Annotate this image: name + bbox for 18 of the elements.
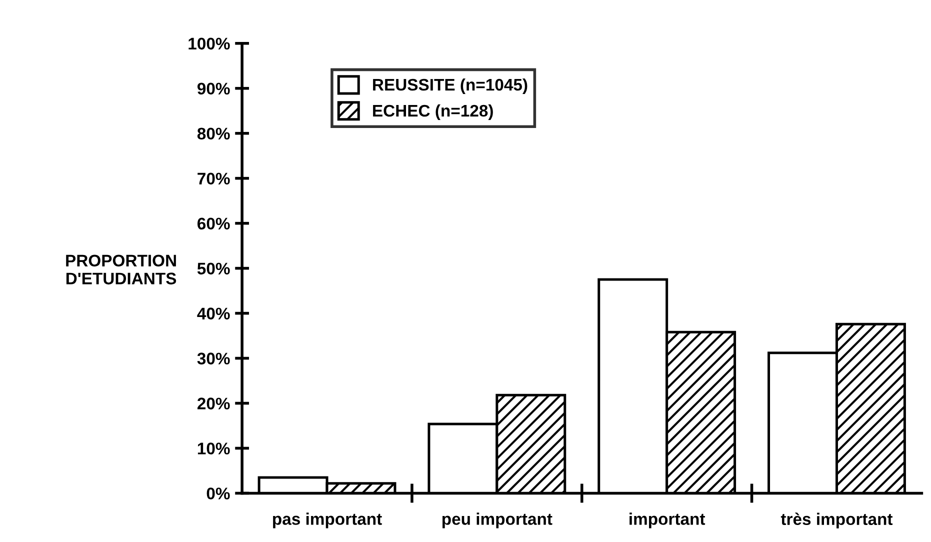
x-tick-label: très important [780, 512, 893, 528]
y-tick-label: 60% [198, 218, 230, 230]
x-tick-label: important [630, 512, 706, 528]
y-tick-label: 80% [197, 128, 230, 140]
y-tick-label: 0% [206, 488, 230, 500]
y-tick-label: 40% [197, 308, 230, 320]
y-tick-label: 20% [197, 398, 230, 410]
y-axis-title: PROPORTION D'ETUDIANTS [66, 254, 176, 284]
legend-label: REUSSITE (n=1045) [373, 78, 528, 94]
y-tick-label: 90% [197, 82, 230, 95]
x-tick-label: peu important [442, 512, 552, 528]
x-tick-label: pas important [273, 512, 382, 528]
y-tick-label: 100% [188, 38, 230, 50]
y-tick-label: 10% [198, 442, 230, 454]
legend-label: ECHEC (n=128) [373, 104, 493, 120]
y-tick-label: 50% [197, 262, 230, 274]
y-tick-label: 30% [197, 352, 230, 364]
y-tick-label: 70% [198, 172, 230, 185]
